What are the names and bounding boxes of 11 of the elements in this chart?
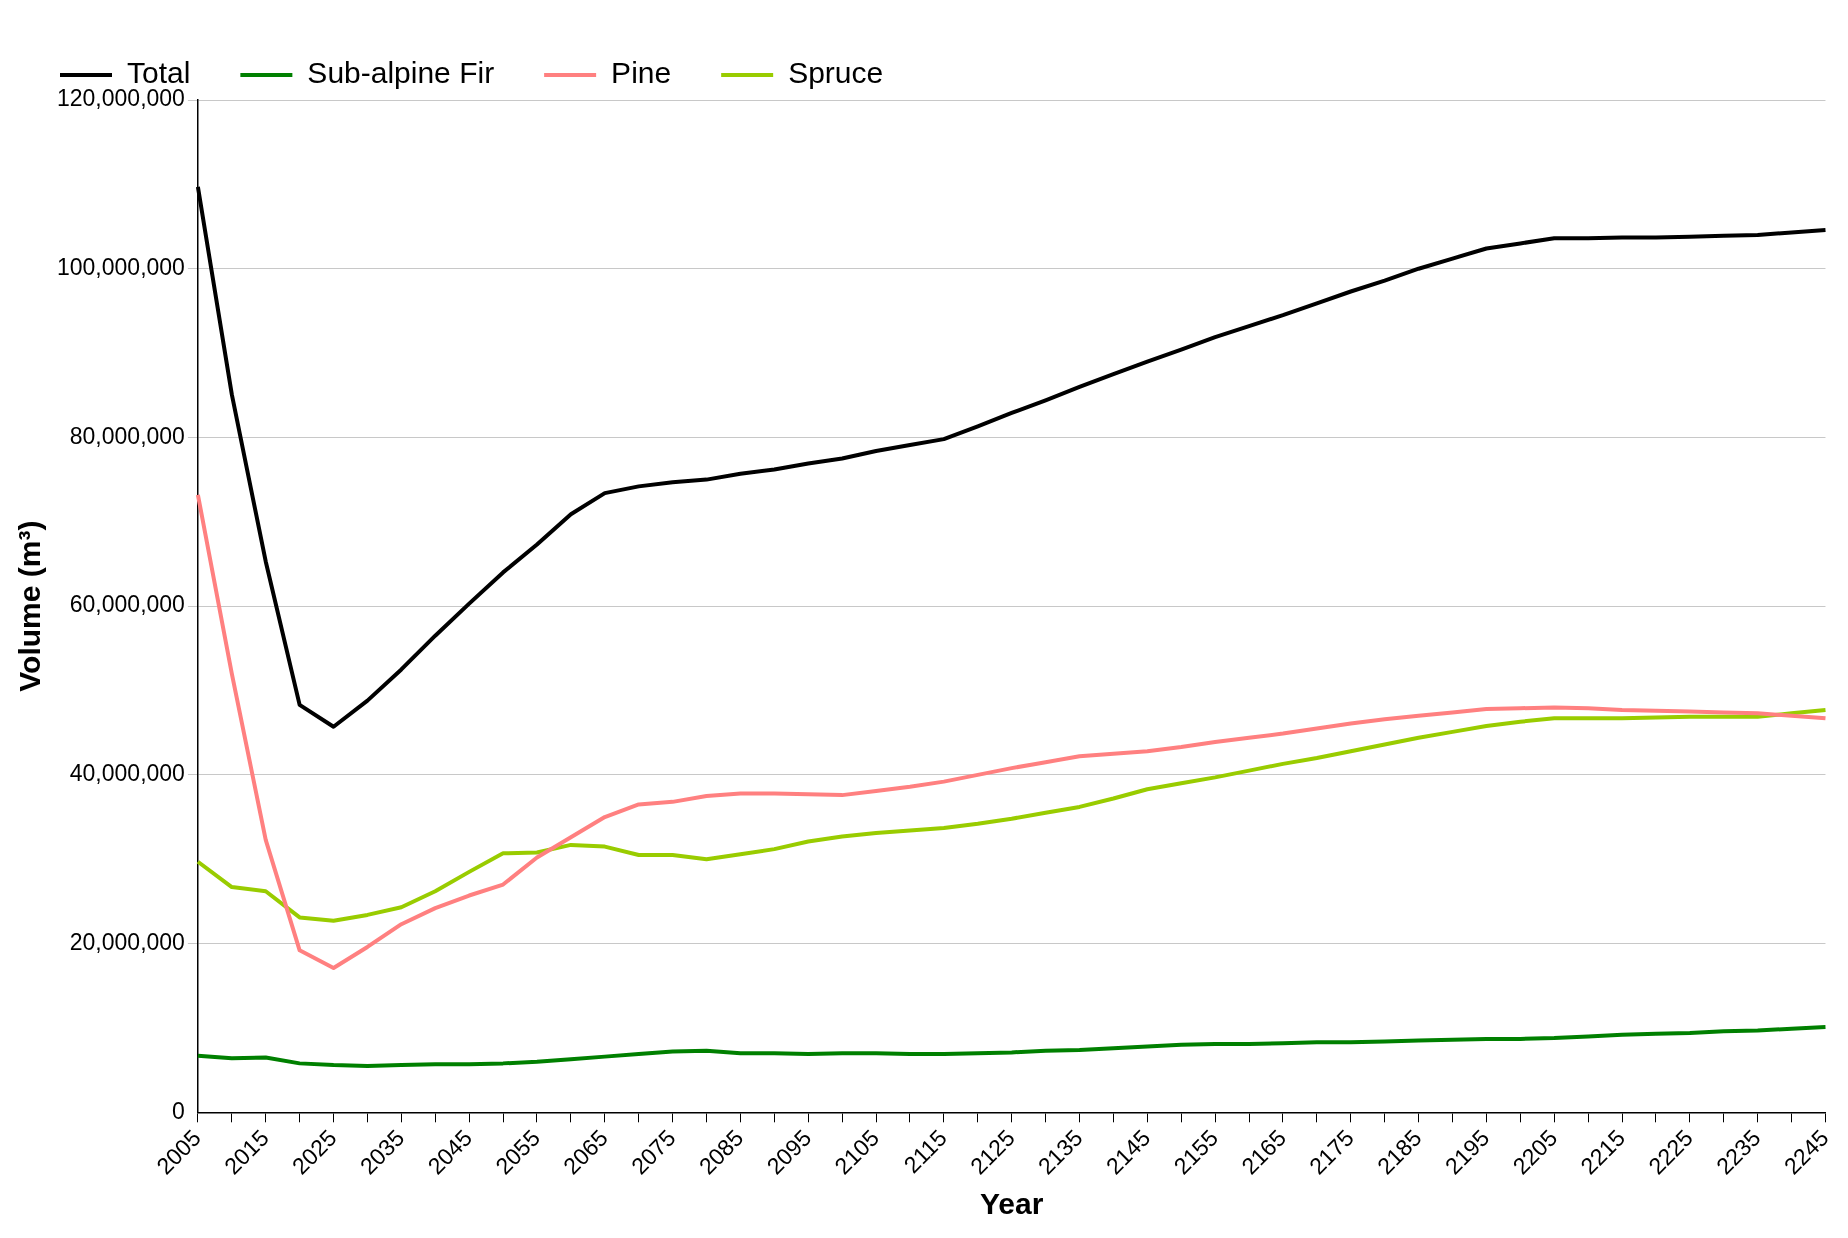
y-tick-label: 40,000,000 bbox=[69, 760, 185, 787]
y-tick-label: 80,000,000 bbox=[69, 422, 185, 449]
y-tick-label: 0 bbox=[172, 1097, 185, 1124]
legend-label: Sub-alpine Fir bbox=[307, 56, 495, 90]
y-tick-label: 60,000,000 bbox=[69, 591, 185, 618]
legend-label: Pine bbox=[611, 56, 672, 90]
y-tick-label: 20,000,000 bbox=[69, 928, 185, 955]
legend-label: Spruce bbox=[788, 56, 884, 90]
y-tick-label: 100,000,000 bbox=[57, 254, 185, 281]
x-axis-title: Year bbox=[979, 1187, 1044, 1221]
y-axis-title: Volume (m³) bbox=[13, 520, 47, 692]
